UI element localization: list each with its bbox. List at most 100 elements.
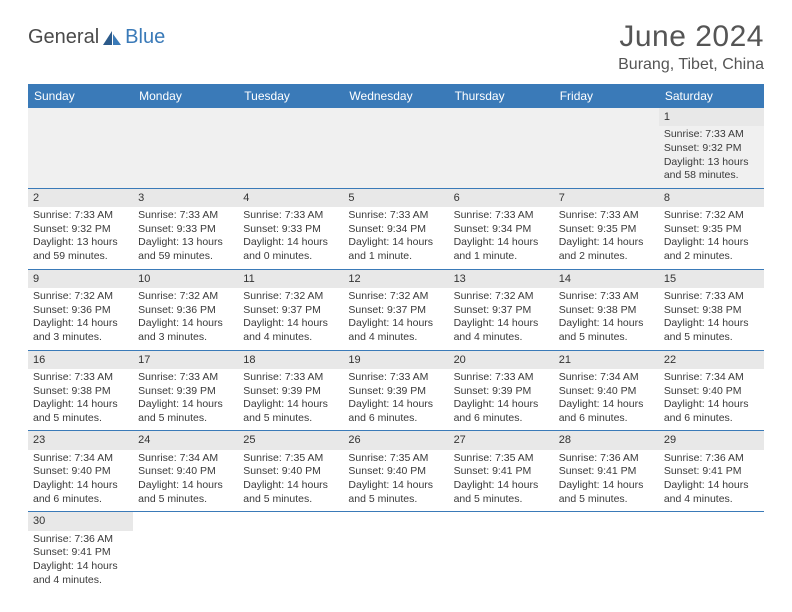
- day-number: 27: [449, 431, 554, 449]
- daylight-text: and 5 minutes.: [348, 493, 443, 507]
- sunrise-text: Sunrise: 7:33 AM: [243, 371, 338, 385]
- sunrise-text: Sunrise: 7:33 AM: [243, 209, 338, 223]
- daylight-text: and 5 minutes.: [664, 331, 759, 345]
- daylight-text: and 2 minutes.: [664, 250, 759, 264]
- calendar-day-cell: 21Sunrise: 7:34 AMSunset: 9:40 PMDayligh…: [554, 350, 659, 431]
- calendar-table: Sunday Monday Tuesday Wednesday Thursday…: [28, 84, 764, 592]
- weekday-header: Tuesday: [238, 84, 343, 108]
- sail-icon: [101, 29, 123, 47]
- daylight-text: Daylight: 14 hours: [138, 398, 233, 412]
- weekday-header: Thursday: [449, 84, 554, 108]
- calendar-day-cell: 29Sunrise: 7:36 AMSunset: 9:41 PMDayligh…: [659, 431, 764, 512]
- sunset-text: Sunset: 9:36 PM: [33, 304, 128, 318]
- day-number: 15: [659, 270, 764, 288]
- daylight-text: Daylight: 14 hours: [559, 479, 654, 493]
- calendar-day-cell: 20Sunrise: 7:33 AMSunset: 9:39 PMDayligh…: [449, 350, 554, 431]
- calendar-day-cell: 2 Sunrise: 7:33 AMSunset: 9:32 PMDaylight…: [28, 188, 133, 269]
- calendar-day-cell: .: [659, 512, 764, 592]
- daylight-text: Daylight: 14 hours: [33, 479, 128, 493]
- daylight-text: Daylight: 14 hours: [348, 479, 443, 493]
- day-number: 9: [28, 270, 133, 288]
- weekday-header: Monday: [133, 84, 238, 108]
- weekday-header: Wednesday: [343, 84, 448, 108]
- sunset-text: Sunset: 9:40 PM: [243, 465, 338, 479]
- sunset-text: Sunset: 9:34 PM: [454, 223, 549, 237]
- sunrise-text: Sunrise: 7:35 AM: [243, 452, 338, 466]
- daylight-text: and 5 minutes.: [243, 493, 338, 507]
- month-title: June 2024: [618, 20, 764, 54]
- daylight-text: and 5 minutes.: [33, 412, 128, 426]
- daylight-text: Daylight: 13 hours: [33, 236, 128, 250]
- title-block: June 2024 Burang, Tibet, China: [618, 20, 764, 74]
- sunrise-text: Sunrise: 7:33 AM: [664, 128, 759, 142]
- sunrise-text: Sunrise: 7:33 AM: [33, 209, 128, 223]
- calendar-day-cell: 9Sunrise: 7:32 AMSunset: 9:36 PMDaylight…: [28, 269, 133, 350]
- sunset-text: Sunset: 9:33 PM: [138, 223, 233, 237]
- daylight-text: and 4 minutes.: [243, 331, 338, 345]
- daylight-text: and 5 minutes.: [454, 493, 549, 507]
- daylight-text: and 5 minutes.: [559, 493, 654, 507]
- daylight-text: Daylight: 14 hours: [243, 317, 338, 331]
- sunrise-text: Sunrise: 7:32 AM: [33, 290, 128, 304]
- daylight-text: Daylight: 14 hours: [454, 236, 549, 250]
- weekday-header: Saturday: [659, 84, 764, 108]
- calendar-day-cell: 23Sunrise: 7:34 AMSunset: 9:40 PMDayligh…: [28, 431, 133, 512]
- calendar-day-cell: 24Sunrise: 7:34 AMSunset: 9:40 PMDayligh…: [133, 431, 238, 512]
- daylight-text: and 4 minutes.: [454, 331, 549, 345]
- sunrise-text: Sunrise: 7:35 AM: [454, 452, 549, 466]
- daylight-text: and 6 minutes.: [33, 493, 128, 507]
- calendar-week-row: 9Sunrise: 7:32 AMSunset: 9:36 PMDaylight…: [28, 269, 764, 350]
- calendar-day-cell: 26Sunrise: 7:35 AMSunset: 9:40 PMDayligh…: [343, 431, 448, 512]
- day-number: 7: [554, 189, 659, 207]
- calendar-day-cell: 3Sunrise: 7:33 AMSunset: 9:33 PMDaylight…: [133, 188, 238, 269]
- calendar-day-cell: 19Sunrise: 7:33 AMSunset: 9:39 PMDayligh…: [343, 350, 448, 431]
- calendar-day-cell: 18Sunrise: 7:33 AMSunset: 9:39 PMDayligh…: [238, 350, 343, 431]
- calendar-day-cell: .: [449, 512, 554, 592]
- daylight-text: and 0 minutes.: [243, 250, 338, 264]
- daylight-text: and 59 minutes.: [138, 250, 233, 264]
- calendar-day-cell: 11Sunrise: 7:32 AMSunset: 9:37 PMDayligh…: [238, 269, 343, 350]
- sunset-text: Sunset: 9:37 PM: [348, 304, 443, 318]
- logo-text-general: General: [28, 26, 99, 49]
- calendar-day-cell: .: [133, 512, 238, 592]
- sunrise-text: Sunrise: 7:34 AM: [559, 371, 654, 385]
- daylight-text: Daylight: 14 hours: [559, 398, 654, 412]
- daylight-text: and 5 minutes.: [138, 412, 233, 426]
- calendar-day-cell: 10Sunrise: 7:32 AMSunset: 9:36 PMDayligh…: [133, 269, 238, 350]
- sunset-text: Sunset: 9:39 PM: [243, 385, 338, 399]
- sunrise-text: Sunrise: 7:35 AM: [348, 452, 443, 466]
- daylight-text: Daylight: 14 hours: [243, 398, 338, 412]
- sunset-text: Sunset: 9:39 PM: [454, 385, 549, 399]
- logo: General Blue: [28, 20, 165, 49]
- calendar-day-cell: 27Sunrise: 7:35 AMSunset: 9:41 PMDayligh…: [449, 431, 554, 512]
- daylight-text: Daylight: 14 hours: [454, 317, 549, 331]
- calendar-day-cell: 12Sunrise: 7:32 AMSunset: 9:37 PMDayligh…: [343, 269, 448, 350]
- day-number: 13: [449, 270, 554, 288]
- weekday-header-row: Sunday Monday Tuesday Wednesday Thursday…: [28, 84, 764, 108]
- calendar-day-cell: .: [28, 108, 133, 188]
- sunset-text: Sunset: 9:37 PM: [454, 304, 549, 318]
- sunrise-text: Sunrise: 7:34 AM: [33, 452, 128, 466]
- calendar-week-row: ......1Sunrise: 7:33 AMSunset: 9:32 PMDa…: [28, 108, 764, 188]
- daylight-text: Daylight: 14 hours: [559, 317, 654, 331]
- calendar-day-cell: .: [238, 108, 343, 188]
- sunrise-text: Sunrise: 7:33 AM: [348, 371, 443, 385]
- calendar-day-cell: 1Sunrise: 7:33 AMSunset: 9:32 PMDaylight…: [659, 108, 764, 188]
- sunrise-text: Sunrise: 7:34 AM: [664, 371, 759, 385]
- daylight-text: and 6 minutes.: [559, 412, 654, 426]
- day-number: 12: [343, 270, 448, 288]
- sunset-text: Sunset: 9:36 PM: [138, 304, 233, 318]
- sunset-text: Sunset: 9:38 PM: [664, 304, 759, 318]
- sunset-text: Sunset: 9:32 PM: [33, 223, 128, 237]
- daylight-text: and 3 minutes.: [33, 331, 128, 345]
- daylight-text: and 5 minutes.: [559, 331, 654, 345]
- calendar-day-cell: 15Sunrise: 7:33 AMSunset: 9:38 PMDayligh…: [659, 269, 764, 350]
- day-number: 16: [28, 351, 133, 369]
- daylight-text: and 6 minutes.: [348, 412, 443, 426]
- day-number: 2: [28, 189, 133, 207]
- sunrise-text: Sunrise: 7:32 AM: [454, 290, 549, 304]
- calendar-day-cell: .: [343, 108, 448, 188]
- daylight-text: and 4 minutes.: [348, 331, 443, 345]
- sunset-text: Sunset: 9:33 PM: [243, 223, 338, 237]
- day-number: 25: [238, 431, 343, 449]
